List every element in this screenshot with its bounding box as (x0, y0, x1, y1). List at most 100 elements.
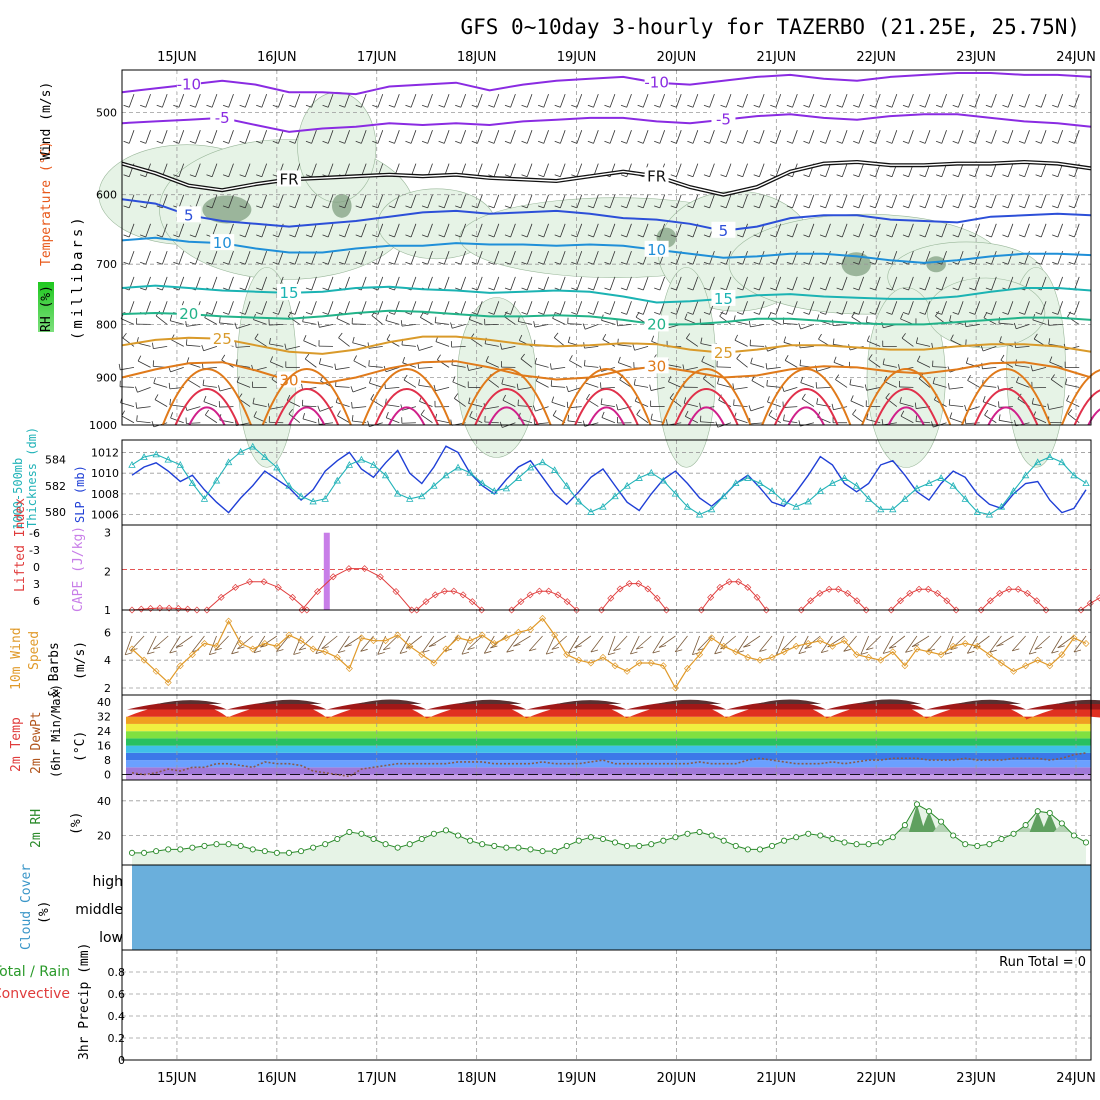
wind-barb (617, 344, 632, 347)
rh2m-point (611, 839, 619, 846)
wind-barb-flag (1067, 311, 1072, 317)
wind-barb (634, 384, 649, 388)
wind-barb (254, 338, 267, 347)
surface-barb-flag (996, 643, 1004, 647)
wind-barb-flag (868, 354, 873, 360)
wind-barb-flag (252, 397, 255, 404)
wind-speed-point (961, 639, 969, 647)
wind-barb (719, 315, 732, 325)
wind-barb-flag (819, 312, 826, 315)
wind-barb (195, 130, 201, 144)
thickness-point (200, 495, 209, 502)
wind-barb (211, 301, 218, 315)
surface-barb (321, 635, 338, 649)
wind-barb-flag (601, 411, 605, 418)
wind-barb (866, 387, 881, 391)
wind-barb (526, 276, 533, 291)
wind-barb (924, 276, 931, 291)
wind-barb (982, 346, 997, 352)
warm-contour (188, 406, 226, 426)
wind-barb-flag (322, 140, 329, 144)
wind-barb (974, 93, 981, 108)
wind-barb-flag (950, 334, 954, 341)
wind-barb-flag (800, 376, 804, 383)
wind-barb (386, 339, 400, 347)
wind-barb (792, 223, 798, 238)
wind-barb (1024, 301, 1030, 315)
wind-speed-point (937, 651, 945, 659)
wind-barb-flag (717, 377, 720, 384)
wind-barb (941, 194, 947, 209)
thickness-point (1046, 453, 1054, 460)
wind-barb (875, 194, 881, 209)
wind-barb-flag (123, 205, 130, 209)
surface-barb-flag (169, 650, 177, 654)
wind-barb-flag (521, 140, 528, 144)
wind-barb-flag (455, 261, 461, 265)
wind-barb-flag (770, 287, 777, 291)
rh2m-point (261, 848, 268, 855)
wind-barb (394, 250, 400, 265)
wind-barb (733, 387, 748, 390)
wind-barb-flag (835, 374, 840, 380)
isotherm-label: 25 (213, 330, 232, 348)
rh2m-point (237, 842, 244, 849)
wind-barb-flag (338, 332, 343, 339)
wind-barb (1016, 382, 1030, 388)
wind-barb (808, 276, 815, 291)
y-tick-label: 3 (104, 527, 111, 540)
wind-barb-flag (402, 357, 405, 363)
wind-barb-flag (123, 234, 130, 238)
wind-barb-flag (239, 234, 246, 238)
wind-barb (576, 276, 583, 291)
wind-speed-point (370, 637, 378, 645)
lifted-index-label: Lifted Index (13, 498, 28, 592)
warm-contour (361, 368, 452, 426)
wind-barb (410, 130, 417, 144)
wind-speed-point (985, 651, 993, 659)
wind-barb-flag (998, 414, 1001, 421)
wind-speed-point (828, 642, 836, 650)
wind-barb (941, 93, 947, 108)
wind-barb (261, 276, 268, 291)
wind-barb-flag (703, 104, 710, 108)
wind-barb (941, 301, 947, 315)
wind-barb (420, 414, 433, 424)
wind-barb-flag (816, 398, 819, 405)
upper-air-side-labels: RH (%) Temperature (°C) Wind (m/s) (mill… (38, 82, 86, 340)
wind-barb (278, 194, 284, 209)
wind-barb (136, 406, 151, 409)
thickness-point (732, 479, 740, 487)
wind-barb-flag (902, 261, 909, 265)
wind-barb-flag (703, 234, 710, 238)
wind-speed-point (659, 662, 667, 670)
x-tick-top: 22JUN (856, 50, 896, 65)
y-tick-label: 500 (96, 107, 117, 120)
rh2m-point (165, 846, 172, 853)
cape-point (825, 585, 833, 593)
wind-barb (244, 223, 251, 238)
wind-barb (484, 343, 499, 347)
wind-barb (758, 250, 765, 265)
cape-point (716, 583, 724, 591)
cape-point (478, 606, 486, 614)
wind-barb (982, 366, 997, 370)
wind-barb-flag (935, 104, 942, 108)
wind-barb (941, 276, 947, 291)
wind-barb (593, 250, 599, 265)
wind-barb-flag (537, 287, 544, 291)
wind-barb-flag (156, 104, 163, 108)
wind-barb-flag (670, 104, 677, 108)
wind-barb-flag (600, 398, 603, 405)
wind-barb (344, 250, 350, 265)
wind-barb-flag (753, 312, 760, 315)
wind-barb-flag (339, 205, 345, 209)
wind-barb-flag (886, 205, 893, 209)
wind-barb-flag (720, 174, 727, 178)
surface-barb (513, 635, 531, 647)
wind-barb-flag (919, 104, 926, 108)
x-tick-top: 23JUN (956, 50, 996, 65)
wind-barb (470, 338, 483, 347)
wind-barb (128, 93, 135, 108)
cape-point (635, 580, 643, 588)
